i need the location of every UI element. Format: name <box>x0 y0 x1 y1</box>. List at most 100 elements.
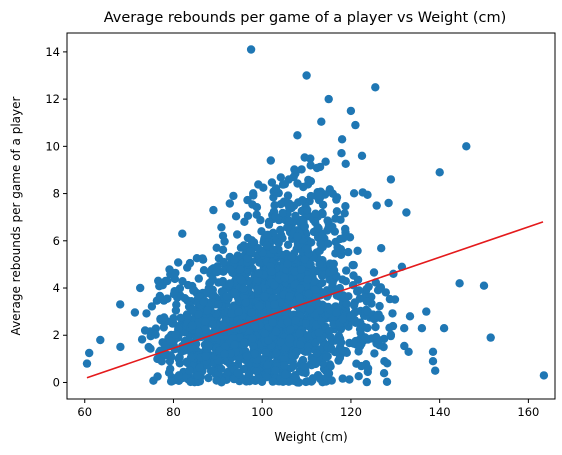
data-point-979 <box>130 308 140 317</box>
data-point-1444 <box>243 253 252 263</box>
data-point-1921 <box>428 357 438 366</box>
data-point-1935 <box>178 229 187 238</box>
data-point-1492 <box>317 117 326 126</box>
data-point-1909 <box>363 364 373 373</box>
data-point-1629 <box>167 352 176 362</box>
data-point-1270 <box>276 173 285 182</box>
data-point-1550 <box>214 300 223 309</box>
data-point-357 <box>199 266 209 275</box>
data-point-1677 <box>240 338 249 347</box>
data-point-1425 <box>306 191 316 201</box>
data-point-1493 <box>300 153 309 162</box>
data-point-1912 <box>371 83 380 92</box>
data-point-1936 <box>209 205 218 215</box>
data-point-1516 <box>293 232 302 241</box>
data-point-1067 <box>281 370 290 379</box>
data-point-1884 <box>361 333 370 343</box>
data-point-1531 <box>314 190 323 200</box>
data-point-769 <box>325 326 334 336</box>
data-point-1765 <box>242 377 251 386</box>
data-point-1815 <box>354 372 363 381</box>
data-point-1470 <box>337 149 346 158</box>
data-point-1929 <box>386 175 396 184</box>
data-point-1812 <box>327 376 336 385</box>
data-point-1533 <box>285 216 294 226</box>
data-point-1446 <box>226 265 235 275</box>
y-tick-label-0: 0 <box>53 375 60 389</box>
data-point-1072 <box>217 278 226 287</box>
data-point-386 <box>257 227 266 236</box>
data-point-1923 <box>417 324 427 333</box>
data-point-97 <box>116 300 125 309</box>
data-point-1519 <box>314 224 323 233</box>
data-point-1753 <box>188 305 197 314</box>
data-point-845 <box>301 368 310 378</box>
data-point-1616 <box>222 292 231 301</box>
data-point-1438 <box>270 281 279 290</box>
data-point-1857 <box>375 301 384 311</box>
data-point-1746 <box>155 291 165 301</box>
data-point-1928 <box>402 208 411 217</box>
data-point-1712 <box>116 342 125 352</box>
data-point-352 <box>325 360 334 369</box>
data-point-1646 <box>151 330 160 339</box>
data-point-1036 <box>308 374 317 383</box>
data-point-1517 <box>263 230 272 239</box>
data-point-1893 <box>405 312 415 321</box>
data-point-1535 <box>271 212 280 221</box>
data-point-1426 <box>318 278 327 288</box>
data-point-1513 <box>306 161 315 170</box>
data-point-1530 <box>372 201 381 210</box>
data-point-1747 <box>201 325 210 334</box>
x-axis-label: Weight (cm) <box>274 430 347 444</box>
data-point-1532 <box>266 156 275 165</box>
data-point-1878 <box>335 336 345 346</box>
data-point-1498 <box>276 200 285 209</box>
data-point-1534 <box>278 208 287 218</box>
y-tick-label-4: 8 <box>53 187 60 201</box>
data-point-1500 <box>358 188 367 197</box>
data-point-1783 <box>142 309 151 318</box>
y-tick-label-5: 10 <box>45 139 60 153</box>
data-point-1774 <box>186 377 195 387</box>
data-point-1926 <box>400 324 409 333</box>
data-point-1939 <box>346 106 356 116</box>
data-point-855 <box>194 274 203 283</box>
data-point-1331 <box>283 223 292 232</box>
data-point-1055 <box>289 361 298 371</box>
data-point-1429 <box>300 255 309 264</box>
data-point-1760 <box>180 294 189 303</box>
data-point-1724 <box>137 335 147 344</box>
data-point-1886 <box>345 312 355 322</box>
data-point-1778 <box>218 320 228 330</box>
data-point-1497 <box>318 200 328 210</box>
data-point-1302 <box>261 348 270 357</box>
data-point-1762 <box>140 326 150 335</box>
x-tick-label-0: 60 <box>77 405 92 419</box>
data-point-1866 <box>388 309 397 318</box>
data-point-1925 <box>404 347 413 356</box>
data-point-1383 <box>303 275 312 284</box>
data-point-1788 <box>198 254 207 263</box>
data-point-1908 <box>355 342 365 351</box>
data-point-1428 <box>280 273 289 283</box>
data-point-1441 <box>252 203 262 212</box>
data-point-1277 <box>256 215 265 225</box>
data-point-347 <box>344 247 353 257</box>
data-point-1919 <box>439 324 449 333</box>
data-point-1931 <box>96 335 105 345</box>
data-point-1523 <box>285 202 294 211</box>
data-point-1840 <box>386 330 396 339</box>
data-point-284 <box>172 300 181 309</box>
data-point-1906 <box>338 314 348 324</box>
data-point-1076 <box>257 377 267 386</box>
data-point-1452 <box>341 159 350 168</box>
data-point-1885 <box>312 349 321 358</box>
chart-title: Average rebounds per game of a player vs… <box>104 10 507 26</box>
data-point-1097 <box>260 292 269 301</box>
data-point-1436 <box>303 244 312 254</box>
data-point-1252 <box>310 276 319 286</box>
data-point-1449 <box>295 284 305 293</box>
plot-frame <box>66 32 556 400</box>
data-point-1903 <box>381 288 390 297</box>
